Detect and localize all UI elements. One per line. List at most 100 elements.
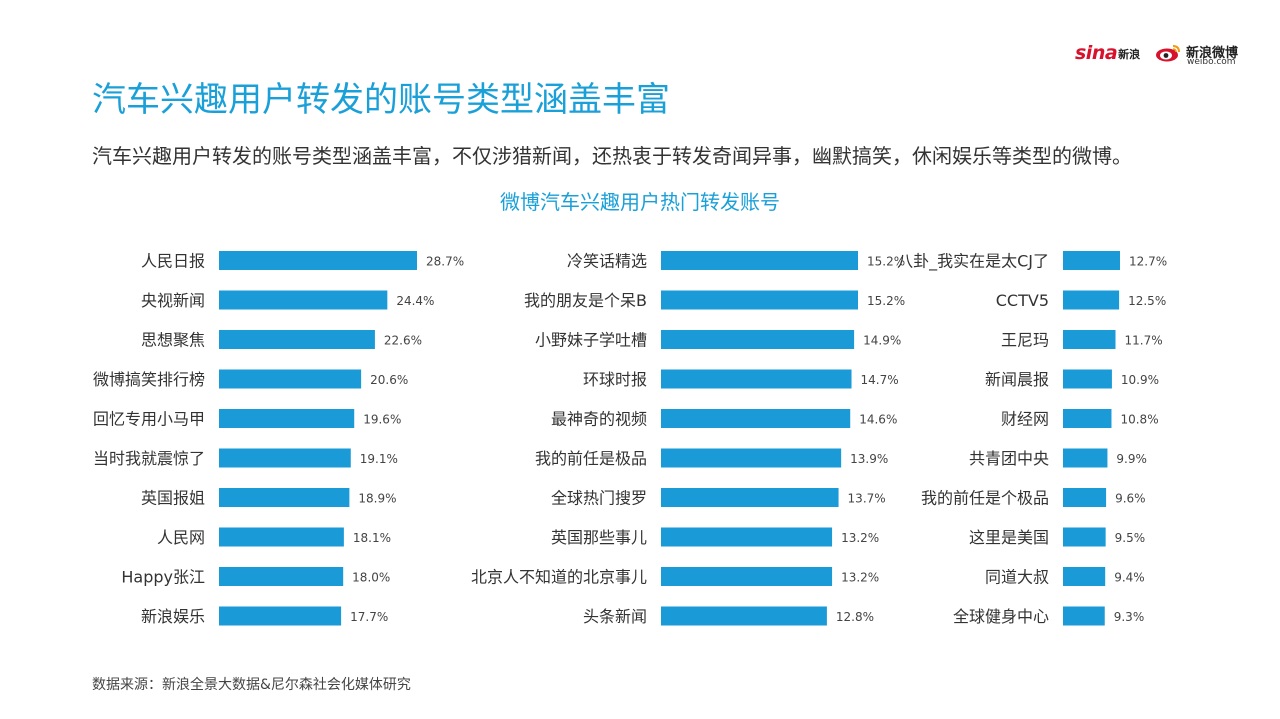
bar: [1063, 488, 1107, 507]
category-label: 英国报姐: [141, 489, 205, 508]
bar: [661, 290, 858, 310]
bar: [661, 488, 839, 507]
category-label: 回忆专用小马甲: [93, 410, 205, 429]
weibo-logo-en: weibo.com: [1187, 57, 1236, 67]
value-label: 9.3%: [1114, 610, 1145, 624]
value-label: 15.2%: [867, 294, 905, 308]
value-label: 22.6%: [384, 334, 422, 348]
bar: [661, 409, 851, 428]
page-title: 汽车兴趣用户转发的账号类型涵盖丰富: [92, 80, 670, 120]
value-label: 13.9%: [850, 452, 888, 466]
bar: [1063, 448, 1108, 468]
sina-logo-word: sina: [1075, 42, 1118, 64]
bar: [219, 409, 355, 428]
category-label: 人民网: [157, 528, 205, 547]
bar: [1063, 567, 1106, 586]
value-label: 12.5%: [1128, 294, 1166, 308]
bar: [1063, 369, 1112, 389]
bar: [661, 330, 855, 349]
value-label: 9.5%: [1115, 531, 1146, 545]
bar: [219, 251, 417, 270]
value-label: 10.9%: [1121, 373, 1159, 387]
bar: [219, 488, 350, 507]
value-label: 11.7%: [1125, 334, 1163, 348]
bar: [1063, 290, 1120, 310]
category-label: 新闻晨报: [985, 370, 1049, 389]
category-label: Happy张江: [121, 568, 205, 587]
value-label: 13.2%: [841, 531, 879, 545]
category-label: 英国那些事儿: [551, 528, 647, 547]
bar: [661, 567, 833, 586]
category-label: 人民日报: [141, 252, 205, 271]
value-label: 28.7%: [426, 255, 464, 269]
value-label: 9.4%: [1114, 571, 1145, 585]
page-subtitle: 汽车兴趣用户转发的账号类型涵盖丰富，不仅涉猎新闻，还热衷于转发奇闻异事，幽默搞笑…: [92, 144, 1132, 168]
weibo-logo-cn: 新浪微博: [1186, 46, 1239, 61]
value-label: 13.7%: [848, 492, 886, 506]
category-label: 全球健身中心: [953, 607, 1049, 626]
value-label: 14.9%: [863, 334, 901, 348]
category-label: 央视新闻: [141, 291, 205, 310]
value-label: 19.6%: [363, 413, 401, 427]
value-label: 14.6%: [859, 413, 897, 427]
value-label: 13.2%: [841, 571, 879, 585]
value-label: 9.6%: [1115, 492, 1146, 506]
value-label: 17.7%: [350, 610, 388, 624]
bar: [661, 369, 852, 389]
bar: [219, 606, 342, 626]
bar: [1063, 606, 1105, 626]
value-label: 12.8%: [836, 610, 874, 624]
value-label: 20.6%: [370, 373, 408, 387]
bar: [1063, 251, 1120, 270]
weibo-eye-icon: [1156, 45, 1180, 62]
category-label: 同道大叔: [985, 568, 1049, 587]
category-label: 思想聚焦: [141, 331, 205, 350]
category-label: 王尼玛: [1001, 331, 1049, 350]
bar: [219, 448, 351, 468]
bar: [219, 527, 344, 547]
category-label: 小野妹子学吐槽: [535, 331, 647, 350]
bar: [661, 448, 842, 468]
bar: [219, 567, 344, 586]
value-label: 24.4%: [396, 294, 434, 308]
value-label: 18.0%: [352, 571, 390, 585]
value-label: 18.1%: [353, 531, 391, 545]
value-label: 14.7%: [861, 373, 899, 387]
sina-logo: sina 新浪: [1075, 42, 1140, 64]
category-label: 当时我就震惊了: [93, 449, 205, 468]
category-label: 冷笑话精选: [567, 252, 647, 271]
category-label: 我的前任是个极品: [921, 489, 1049, 508]
value-label: 9.9%: [1116, 452, 1147, 466]
category-label: 全球热门搜罗: [551, 489, 647, 508]
value-label: 10.8%: [1120, 413, 1158, 427]
category-label: 我的朋友是个呆B: [524, 291, 647, 310]
value-label: 12.7%: [1129, 255, 1167, 269]
bar: [1063, 409, 1112, 428]
value-label: 15.2%: [867, 255, 905, 269]
category-label: 最神奇的视频: [551, 410, 647, 429]
bar: [219, 330, 375, 349]
bar: [219, 290, 388, 310]
bar: [661, 606, 827, 626]
category-label: 环球时报: [583, 370, 647, 389]
category-label: CCTV5: [996, 291, 1049, 310]
bar: [1063, 330, 1116, 349]
bar: [1063, 527, 1106, 547]
bar: [661, 251, 858, 270]
data-source-note: 数据来源：新浪全景大数据&尼尔森社会化媒体研究: [92, 677, 411, 693]
category-label: 新浪娱乐: [141, 607, 205, 626]
category-label: 我的前任是极品: [535, 449, 647, 468]
category-label: 财经网: [1001, 410, 1049, 429]
category-label: 北京人不知道的北京事儿: [471, 568, 647, 587]
bar: [661, 527, 833, 547]
category-label: 八卦_我实在是太CJ了: [897, 252, 1049, 272]
chart-title: 微博汽车兴趣用户热门转发账号: [500, 190, 780, 214]
sina-logo-cn: 新浪: [1118, 48, 1141, 61]
bar: [219, 369, 362, 389]
category-label: 这里是美国: [969, 528, 1049, 547]
category-label: 头条新闻: [583, 607, 647, 626]
value-label: 19.1%: [360, 452, 398, 466]
category-label: 共青团中央: [969, 449, 1049, 468]
category-label: 微博搞笑排行榜: [93, 370, 205, 389]
